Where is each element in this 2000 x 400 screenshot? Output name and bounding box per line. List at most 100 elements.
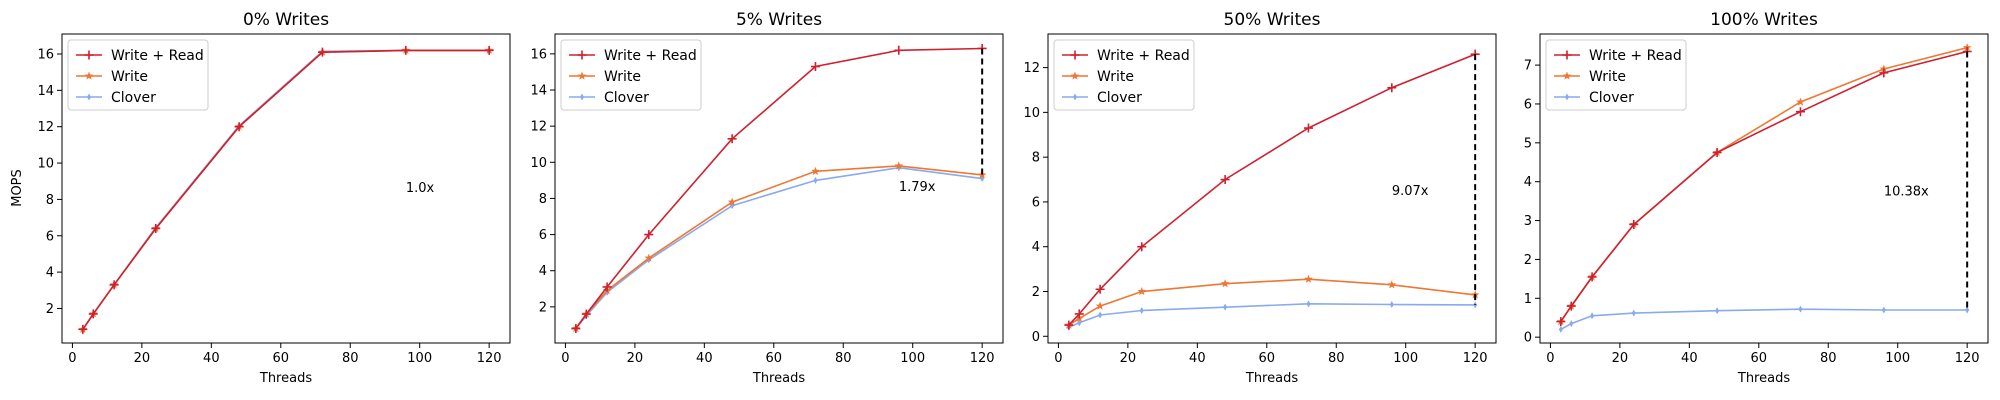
panel-0: 0% Writes Threads MOPS 0 20 40 60 80 100 120 2 4… bbox=[10, 10, 511, 386]
data-point-clover bbox=[1965, 306, 1970, 314]
series-group-0 bbox=[78, 45, 494, 334]
x-tick-label: 40 bbox=[203, 351, 220, 366]
data-point-write-read bbox=[88, 309, 98, 319]
data-point-write bbox=[1220, 279, 1230, 288]
x-tick-label: 80 bbox=[342, 351, 359, 366]
y-tick-label: 2 bbox=[1032, 285, 1040, 300]
y-tick-label: 6 bbox=[1032, 195, 1040, 210]
series-line-write-read bbox=[575, 47, 983, 329]
legend-3: Write + Read Write Clover bbox=[1545, 39, 1687, 111]
y-tick-label: 0 bbox=[1524, 331, 1532, 346]
x-tick-label: 120 bbox=[477, 351, 502, 366]
legend-label-write: Write bbox=[111, 69, 148, 85]
data-point-write-read bbox=[109, 280, 119, 290]
series-line-write-read bbox=[1560, 50, 1968, 323]
y-tick-label: 2 bbox=[1524, 253, 1532, 268]
series-write-read bbox=[571, 43, 987, 334]
x-tick-label: 80 bbox=[1820, 351, 1837, 366]
data-point-write-read bbox=[1303, 123, 1313, 133]
plot-frame-1 bbox=[554, 33, 1004, 344]
data-point-clover bbox=[1631, 309, 1636, 317]
y-tick-label: 14 bbox=[37, 84, 54, 99]
legend-2: Write + Read Write Clover bbox=[1053, 39, 1195, 111]
x-tick-label: 120 bbox=[1955, 351, 1980, 366]
plot-frame-0 bbox=[61, 33, 511, 344]
y-axis-label-0: MOPS bbox=[10, 169, 25, 207]
legend-label-write: Write bbox=[1589, 69, 1626, 85]
data-point-write-read bbox=[1566, 301, 1576, 311]
series-write-read bbox=[1556, 46, 1972, 327]
data-point-write-read bbox=[1137, 242, 1147, 252]
legend-marker-write-read bbox=[84, 50, 94, 60]
data-point-write bbox=[1796, 97, 1805, 106]
x-tick-label: 20 bbox=[1120, 351, 1137, 366]
x-axis-label-1: Threads bbox=[752, 371, 805, 386]
y-tick-label: 4 bbox=[539, 264, 547, 279]
ticks-3: 0 20 40 60 80 100 120 0 1 2 3 4 5 6 7 bbox=[1524, 59, 1980, 366]
data-point-clover bbox=[1881, 306, 1886, 314]
legend-label-clover: Clover bbox=[1097, 90, 1142, 106]
data-point-write-read bbox=[484, 45, 494, 55]
x-tick-label: 120 bbox=[970, 351, 995, 366]
data-point-write-read bbox=[1712, 148, 1722, 158]
legend-marker-clover bbox=[580, 93, 584, 101]
legend-marker-clover bbox=[87, 93, 91, 101]
data-point-write-read bbox=[571, 324, 581, 334]
legend-label-write-read: Write + Read bbox=[604, 48, 697, 64]
x-tick-label: 60 bbox=[766, 351, 783, 366]
data-point-clover bbox=[1223, 303, 1228, 311]
chart-title-3: 100% Writes bbox=[1710, 10, 1818, 30]
series-write-read bbox=[78, 45, 494, 334]
series-line-write bbox=[1068, 278, 1476, 326]
x-tick-label: 20 bbox=[1612, 351, 1629, 366]
data-point-write-read bbox=[78, 324, 88, 334]
chart-title-1: 5% Writes bbox=[736, 10, 822, 30]
data-point-write bbox=[894, 161, 904, 170]
y-tick-label: 8 bbox=[1032, 151, 1040, 166]
data-point-clover bbox=[1590, 312, 1595, 320]
plot-frame-2 bbox=[1047, 33, 1497, 344]
data-point-write-read bbox=[1074, 309, 1084, 319]
series-line-clover bbox=[1068, 302, 1476, 329]
series-line-clover bbox=[575, 166, 983, 330]
data-point-write-read bbox=[1556, 317, 1566, 327]
legend-marker-write-read bbox=[577, 50, 587, 60]
x-tick-label: 0 bbox=[561, 351, 569, 366]
x-tick-label: 100 bbox=[1393, 351, 1418, 366]
plot-frame-3 bbox=[1539, 33, 1989, 344]
data-point-write-read bbox=[602, 282, 612, 292]
data-point-write-read bbox=[727, 134, 737, 144]
legend-marker-write bbox=[1562, 71, 1572, 80]
panel-3: 100% Writes Threads 0 20 40 60 80 100 120 0 1 2 3 4… bbox=[1524, 10, 1989, 386]
data-point-write-read bbox=[1795, 107, 1805, 117]
data-point-clover bbox=[1473, 301, 1478, 309]
legend-1: Write + Read Write Clover bbox=[560, 39, 702, 111]
legend-marker-write bbox=[84, 71, 94, 80]
y-tick-label: 3 bbox=[1524, 214, 1532, 229]
series-group-1 bbox=[571, 43, 987, 334]
y-tick-label: 4 bbox=[1524, 175, 1532, 190]
legend-0: Write + Read Write Clover bbox=[67, 39, 209, 111]
x-tick-label: 80 bbox=[1328, 351, 1345, 366]
x-tick-label: 60 bbox=[273, 351, 290, 366]
ticks-0: 0 20 40 60 80 100 120 2 4 6 8 10 12 14 16 bbox=[37, 47, 501, 366]
y-tick-label: 10 bbox=[1023, 106, 1040, 121]
data-point-write bbox=[811, 166, 820, 175]
data-point-clover bbox=[1715, 307, 1720, 315]
data-point-clover bbox=[1558, 325, 1563, 333]
x-tick-label: 0 bbox=[68, 351, 76, 366]
x-tick-label: 60 bbox=[1751, 351, 1768, 366]
x-axis-label-3: Threads bbox=[1737, 371, 1790, 386]
data-point-clover bbox=[1569, 320, 1574, 328]
x-tick-label: 0 bbox=[1054, 351, 1062, 366]
ticks-2: 0 20 40 60 80 100 120 0 2 4 6 8 10 12 bbox=[1023, 61, 1487, 366]
data-point-write bbox=[1387, 280, 1397, 289]
data-point-write-read bbox=[1095, 284, 1105, 294]
x-tick-label: 0 bbox=[1546, 351, 1554, 366]
legend-marker-clover bbox=[1565, 93, 1569, 101]
y-tick-label: 0 bbox=[1032, 330, 1040, 345]
x-tick-label: 20 bbox=[627, 351, 644, 366]
data-point-write bbox=[727, 197, 737, 206]
y-tick-label: 7 bbox=[1524, 59, 1532, 74]
